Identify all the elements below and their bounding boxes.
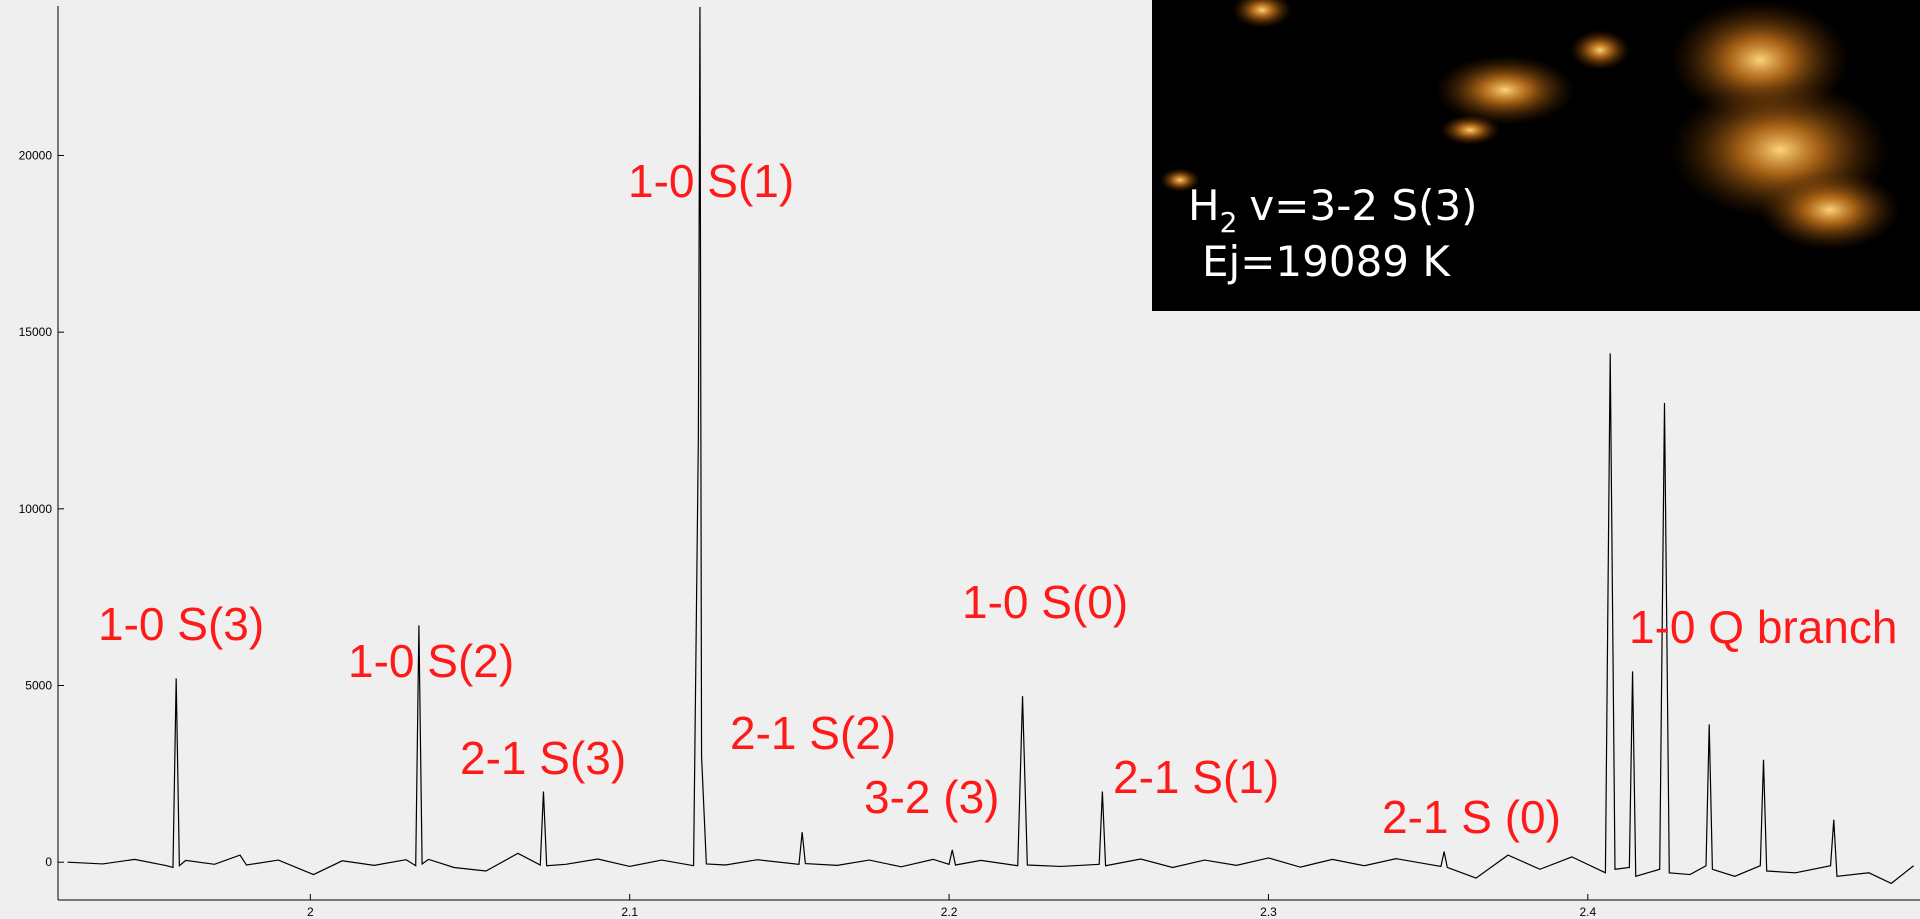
inset-image: H2 v=3-2 S(3) Ej=19089 K (1152, 0, 1920, 311)
peak-annotation: 3-2 (3) (864, 771, 999, 823)
peak-annotation: 2-1 S(3) (460, 732, 626, 784)
emission-blob (1760, 170, 1900, 250)
x-tick-label: 2.3 (1260, 905, 1277, 919)
species: H (1188, 181, 1220, 230)
page: {"chart_data": { "type": "line", "color"… (0, 0, 1920, 919)
x-tick-label: 2.1 (621, 905, 638, 919)
y-tick-label: 5000 (25, 679, 52, 693)
y-tick-label: 10000 (19, 502, 53, 516)
x-tick-label: 2.2 (941, 905, 958, 919)
y-tick-label: 20000 (19, 148, 53, 162)
y-tick-label: 0 (45, 855, 52, 869)
peak-annotation: 1-0 Q branch (1629, 601, 1897, 653)
subscript: 2 (1220, 206, 1238, 239)
peak-annotation: 2-1 S (0) (1382, 791, 1561, 843)
peak-annotation: 2-1 S(1) (1113, 751, 1279, 803)
peak-annotation: 2-1 S(2) (730, 707, 896, 759)
emission-blob (1440, 115, 1500, 145)
x-tick-label: 2.4 (1579, 905, 1596, 919)
y-tick-label: 15000 (19, 325, 53, 339)
emission-blob (1435, 55, 1575, 125)
inset-energy: Ej=19089 K (1202, 237, 1451, 286)
x-tick-label: 2 (307, 905, 314, 919)
chart: 0 5000 10000 15000 20000 2 2.1 2.2 2.3 2.4 1-0 S(3… (0, 0, 1920, 919)
peak-annotation: 1-0 S(1) (628, 155, 794, 207)
transition: v=3-2 S(3) (1249, 181, 1477, 230)
peak-annotation: 1-0 S(0) (962, 576, 1128, 628)
emission-blob (1570, 30, 1630, 70)
peak-annotation: 1-0 S(2) (348, 635, 514, 687)
peak-annotation: 1-0 S(3) (98, 598, 264, 650)
